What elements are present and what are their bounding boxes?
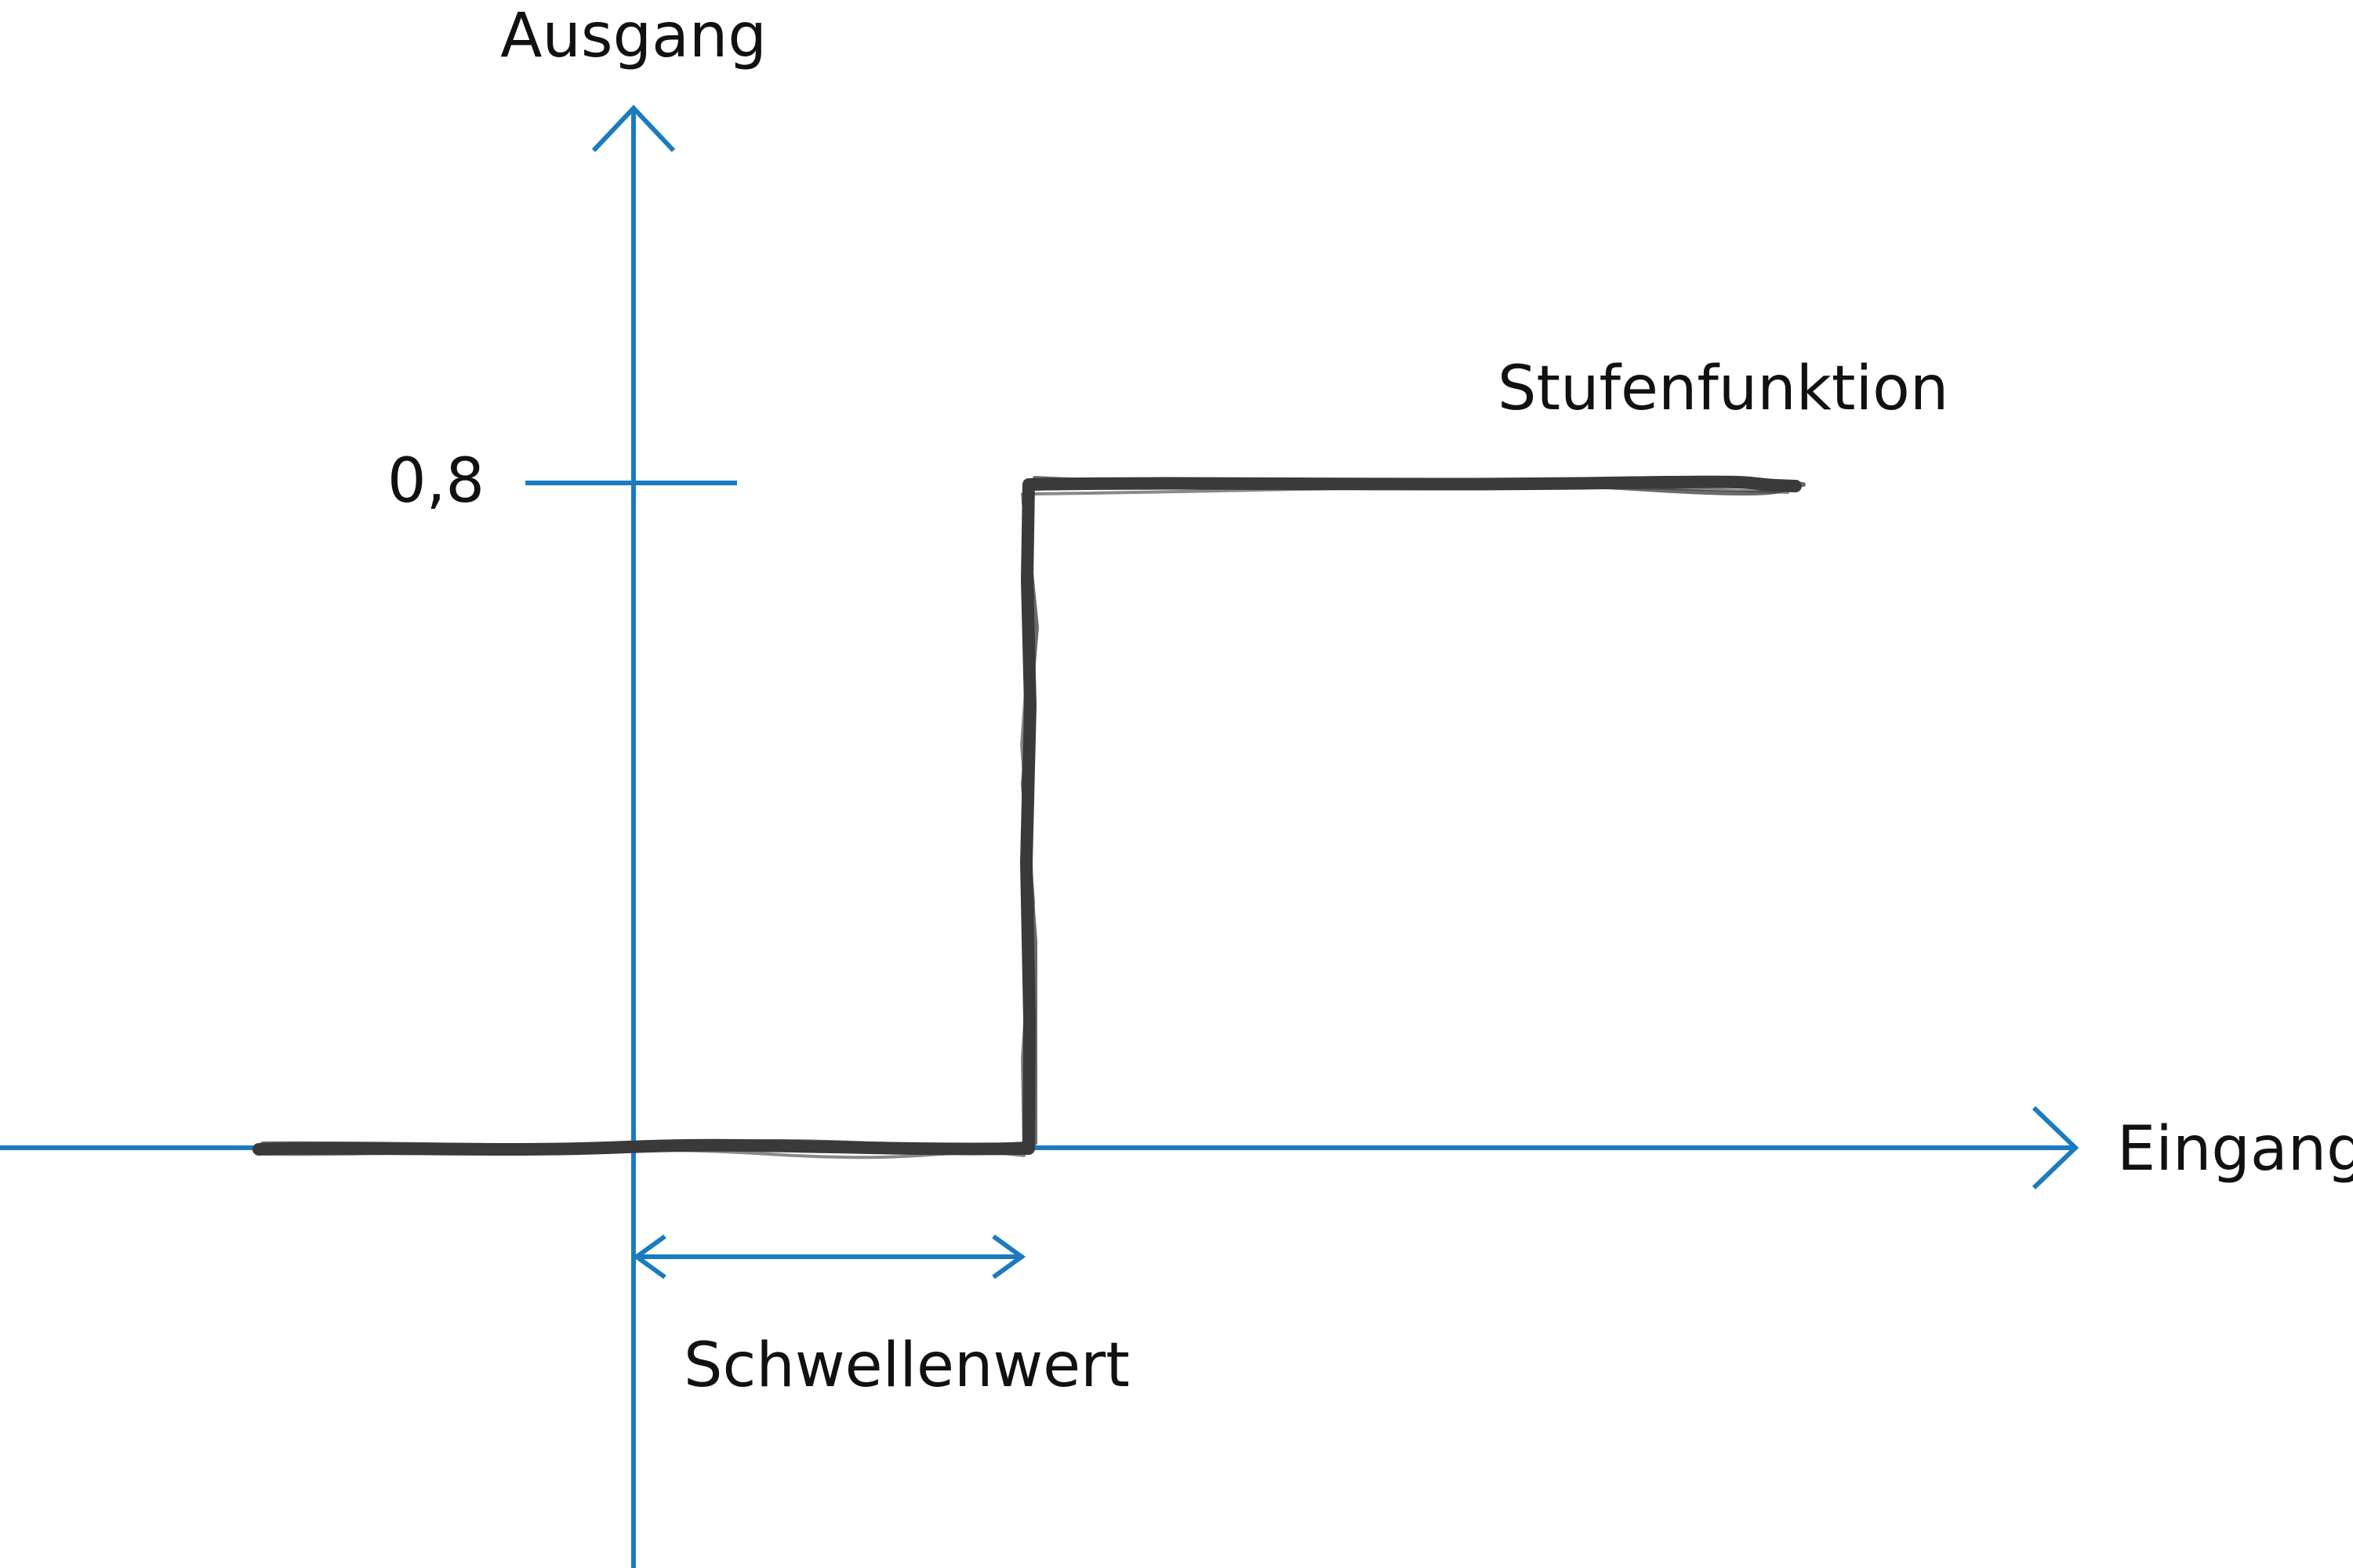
step-function-curve — [252, 475, 1806, 1160]
threshold-arrow-left-head — [632, 1234, 666, 1279]
y-axis-label: Ausgang — [500, 1, 767, 71]
threshold-arrow-right-head — [992, 1234, 1026, 1279]
y-axis-arrowhead — [591, 104, 676, 153]
threshold-label: Schwellenwert — [684, 1330, 1130, 1401]
y-tick-label: 0,8 — [387, 446, 485, 517]
step-curve-stroke-texture — [260, 476, 1806, 1149]
function-label: Stufenfunktion — [1498, 354, 1948, 424]
x-axis-arrowhead — [2032, 1105, 2079, 1190]
x-axis-label: Eingang — [2117, 1114, 2353, 1185]
y-axis — [591, 104, 676, 1568]
threshold-arrow — [632, 1234, 1026, 1279]
step-curve-stroke-texture-2 — [265, 485, 1789, 1160]
